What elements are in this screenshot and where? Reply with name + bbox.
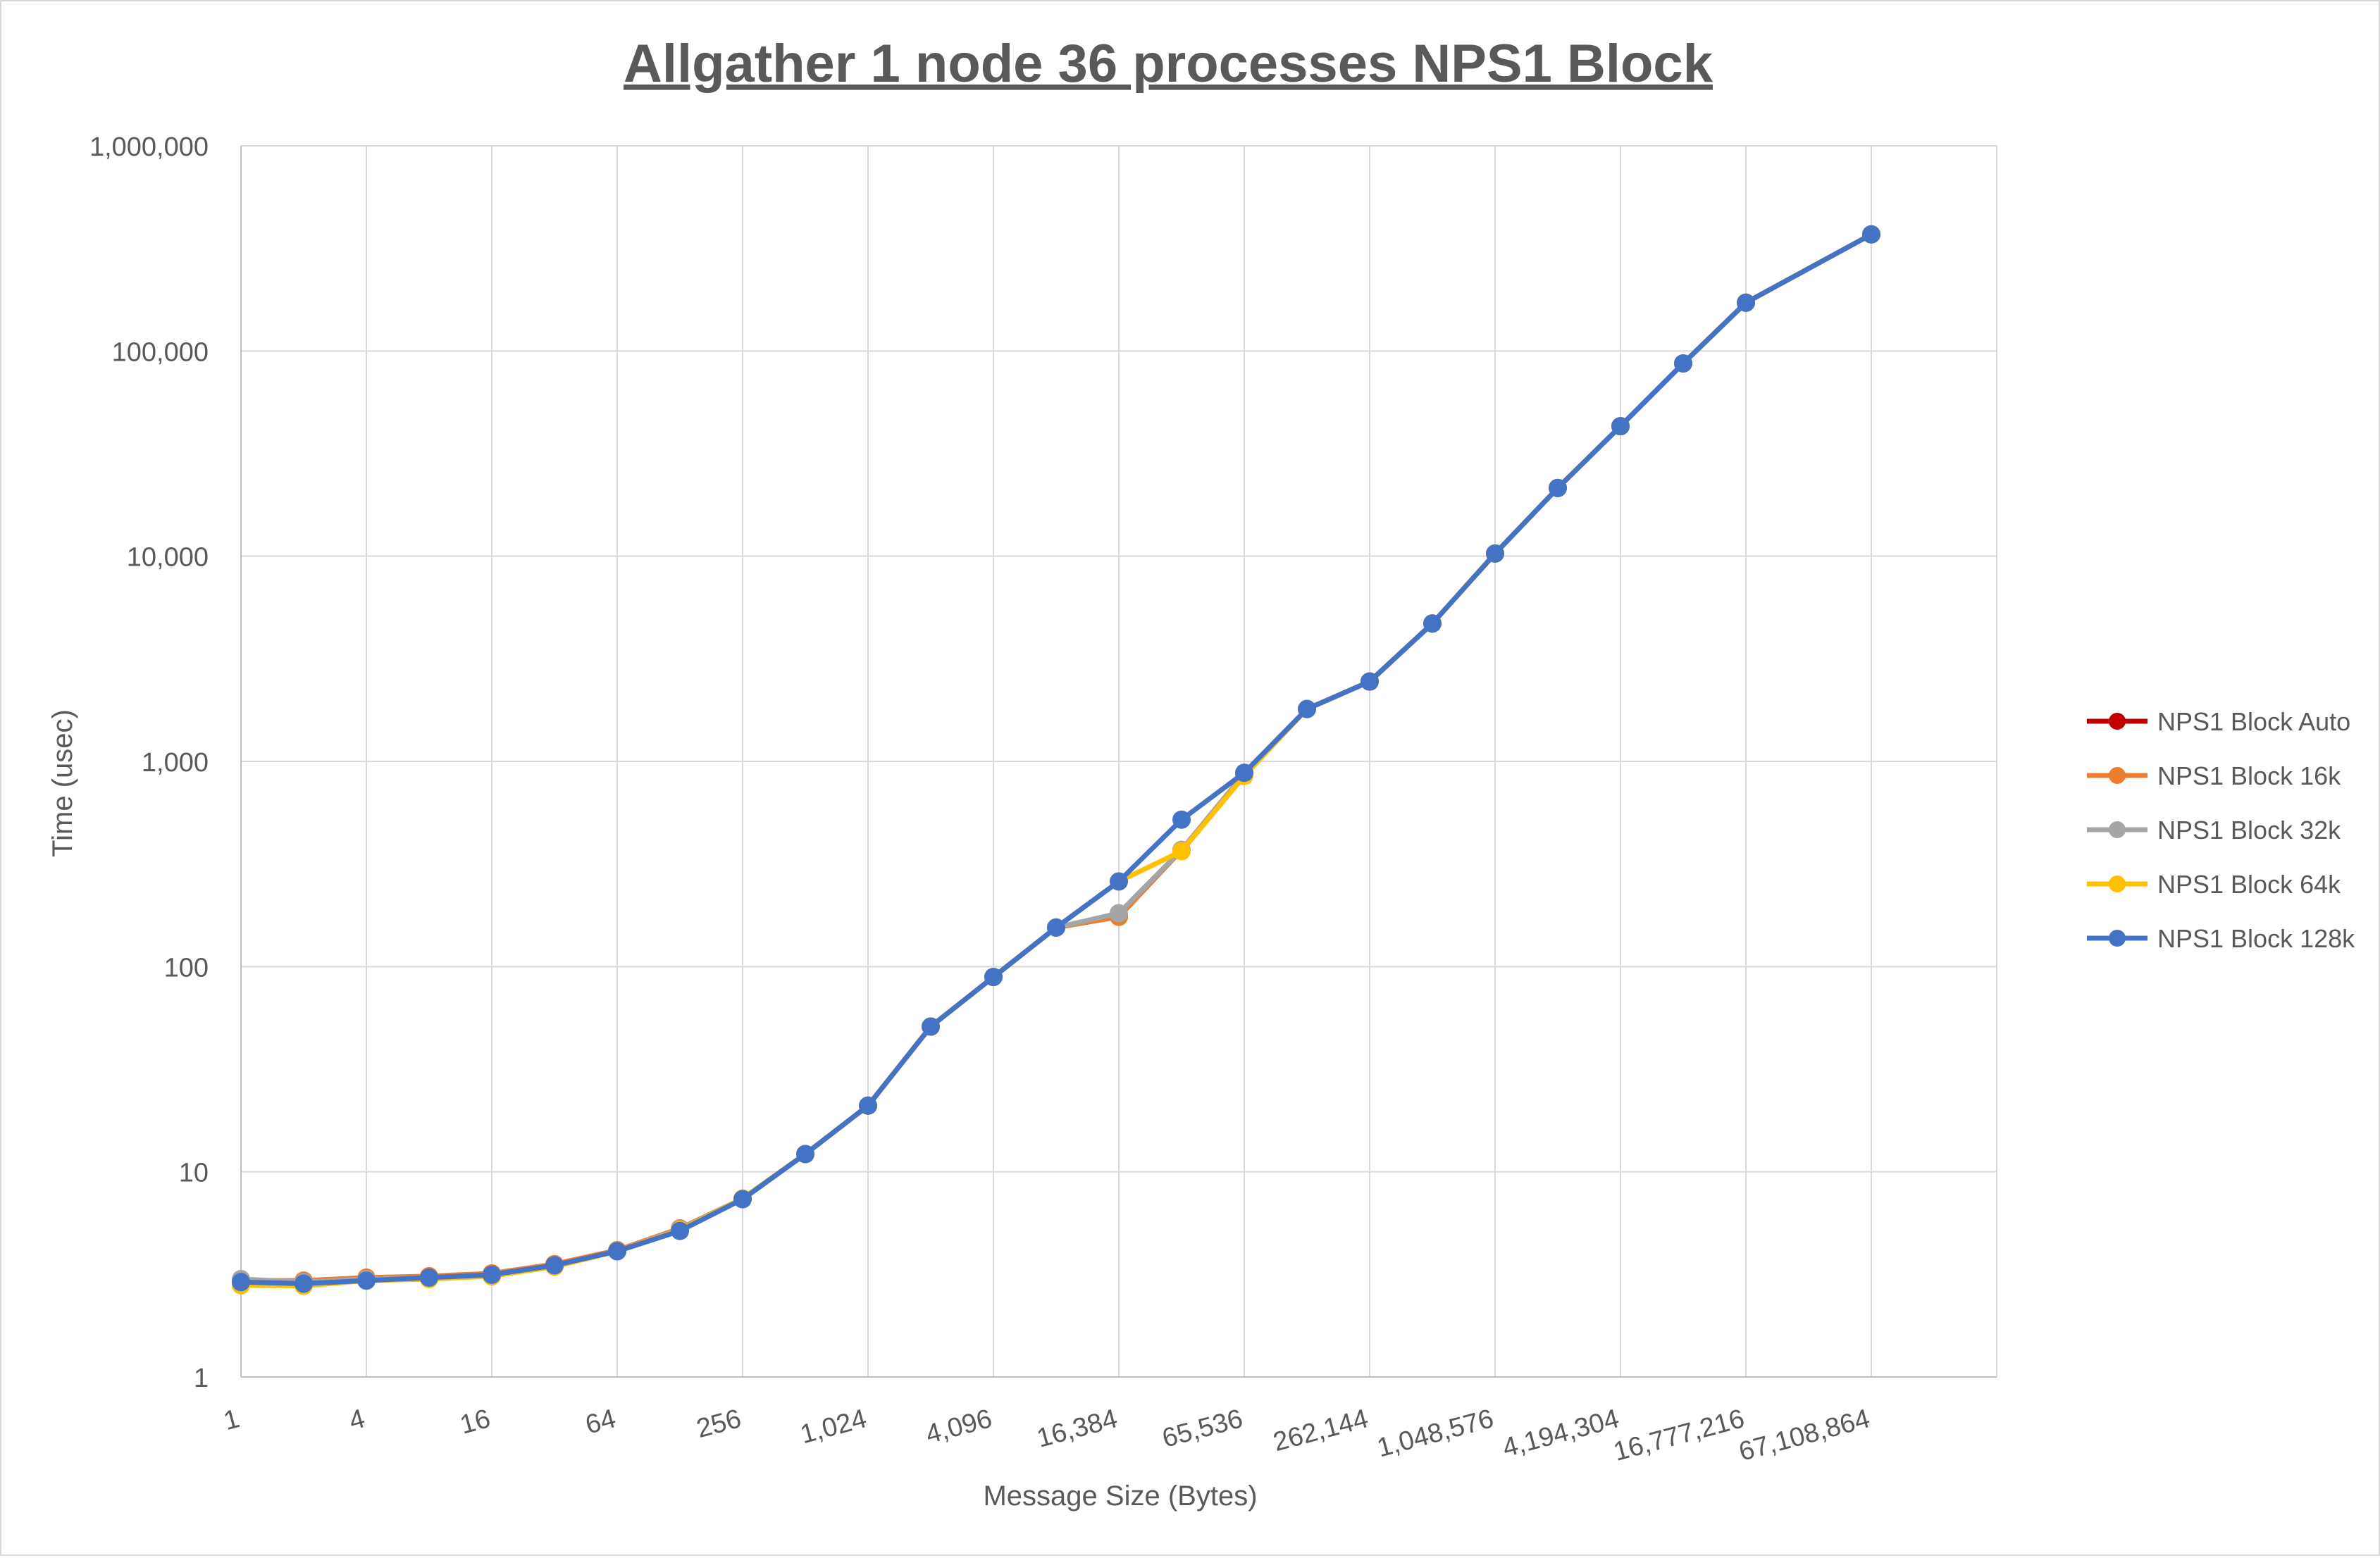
data-point <box>671 1222 689 1240</box>
x-tick-label: 4,096 <box>923 1404 996 1450</box>
legend-label: NPS1 Block 128k <box>2157 924 2355 953</box>
series-1 <box>232 225 1880 1290</box>
legend-item: NPS1 Block 16k <box>2087 761 2341 790</box>
data-point <box>984 968 1003 986</box>
legend-label: NPS1 Block 64k <box>2157 870 2341 899</box>
legend-swatch-marker <box>2109 713 2126 730</box>
x-tick-label: 16,777,216 <box>1611 1404 1748 1467</box>
legend-item: NPS1 Block 64k <box>2087 870 2341 899</box>
series-line <box>241 235 1871 1286</box>
data-point <box>1611 417 1630 435</box>
x-axis-title: Message Size (Bytes) <box>983 1481 1257 1512</box>
legend-swatch-marker <box>2109 930 2126 947</box>
data-point <box>420 1269 438 1287</box>
data-point <box>859 1097 877 1115</box>
data-point <box>1361 673 1379 691</box>
legend-swatch-marker <box>2109 875 2126 892</box>
data-point <box>796 1145 814 1164</box>
data-point <box>1486 544 1504 563</box>
x-tick-label: 4,194,304 <box>1499 1404 1622 1463</box>
chart-title: Allgather 1 node 36 processes NPS1 Block <box>624 34 1713 94</box>
series-line <box>241 235 1871 1282</box>
data-point <box>1298 700 1316 718</box>
legend-label: NPS1 Block 16k <box>2157 761 2341 790</box>
data-point <box>1047 918 1065 937</box>
legend-item: NPS1 Block 128k <box>2087 924 2355 953</box>
x-tick-label: 64 <box>583 1404 619 1440</box>
data-point <box>295 1274 313 1292</box>
data-point <box>1423 614 1442 632</box>
data-point <box>922 1018 940 1036</box>
x-tick-label: 67,108,864 <box>1736 1404 1873 1467</box>
legend-item: NPS1 Block Auto <box>2087 707 2350 736</box>
x-tick-label: 4 <box>346 1404 368 1436</box>
y-tick-label: 1,000 <box>142 748 209 778</box>
y-tick-label: 1 <box>194 1364 209 1393</box>
legend-label: NPS1 Block 32k <box>2157 816 2341 845</box>
axis-layer: 1 10 100 1,000 10,000 100,000 1,000,000 1 4 16 64 2… <box>89 132 1997 1467</box>
grid-layer <box>241 146 1997 1377</box>
y-tick-label: 10,000 <box>127 543 209 573</box>
legend-item: NPS1 Block 32k <box>2087 816 2341 845</box>
data-point <box>1172 811 1191 829</box>
data-point <box>1110 872 1128 890</box>
data-point <box>357 1271 376 1290</box>
series-line <box>241 235 1871 1280</box>
series-line <box>241 235 1871 1282</box>
data-point <box>483 1266 501 1284</box>
data-point <box>1235 764 1253 782</box>
y-tick-label: 100 <box>164 953 209 983</box>
data-point <box>733 1190 752 1209</box>
x-tick-label: 65,536 <box>1159 1404 1246 1454</box>
data-point <box>232 1273 250 1291</box>
x-tick-label: 16,384 <box>1034 1404 1120 1454</box>
series-0 <box>232 225 1880 1291</box>
series-line <box>241 235 1871 1284</box>
data-point <box>1862 225 1880 244</box>
x-tick-label: 262,144 <box>1270 1404 1372 1457</box>
data-point <box>545 1256 564 1274</box>
data-point <box>1737 294 1755 312</box>
y-tick-label: 100,000 <box>112 337 209 367</box>
legend: NPS1 Block Auto NPS1 Block 16k NPS1 Block … <box>2087 707 2355 953</box>
series-3 <box>232 225 1880 1295</box>
data-point <box>1172 842 1191 861</box>
series-4 <box>232 225 1880 1293</box>
series-layer <box>232 225 1880 1295</box>
data-point <box>1674 354 1692 373</box>
data-point <box>1110 904 1128 923</box>
x-tick-label: 1 <box>221 1404 242 1436</box>
legend-swatch-marker <box>2109 821 2126 838</box>
y-tick-label: 1,000,000 <box>89 132 209 162</box>
legend-swatch-marker <box>2109 767 2126 784</box>
y-tick-label: 10 <box>179 1159 209 1188</box>
data-point <box>1549 479 1567 497</box>
x-tick-label: 16 <box>457 1404 494 1440</box>
y-axis-title: Time (usec) <box>47 709 78 857</box>
x-tick-label: 256 <box>693 1404 744 1444</box>
x-tick-label: 1,048,576 <box>1374 1404 1496 1463</box>
series-2 <box>232 225 1880 1291</box>
data-point <box>608 1242 626 1260</box>
x-tick-label: 1,024 <box>798 1404 870 1450</box>
legend-label: NPS1 Block Auto <box>2157 707 2350 736</box>
